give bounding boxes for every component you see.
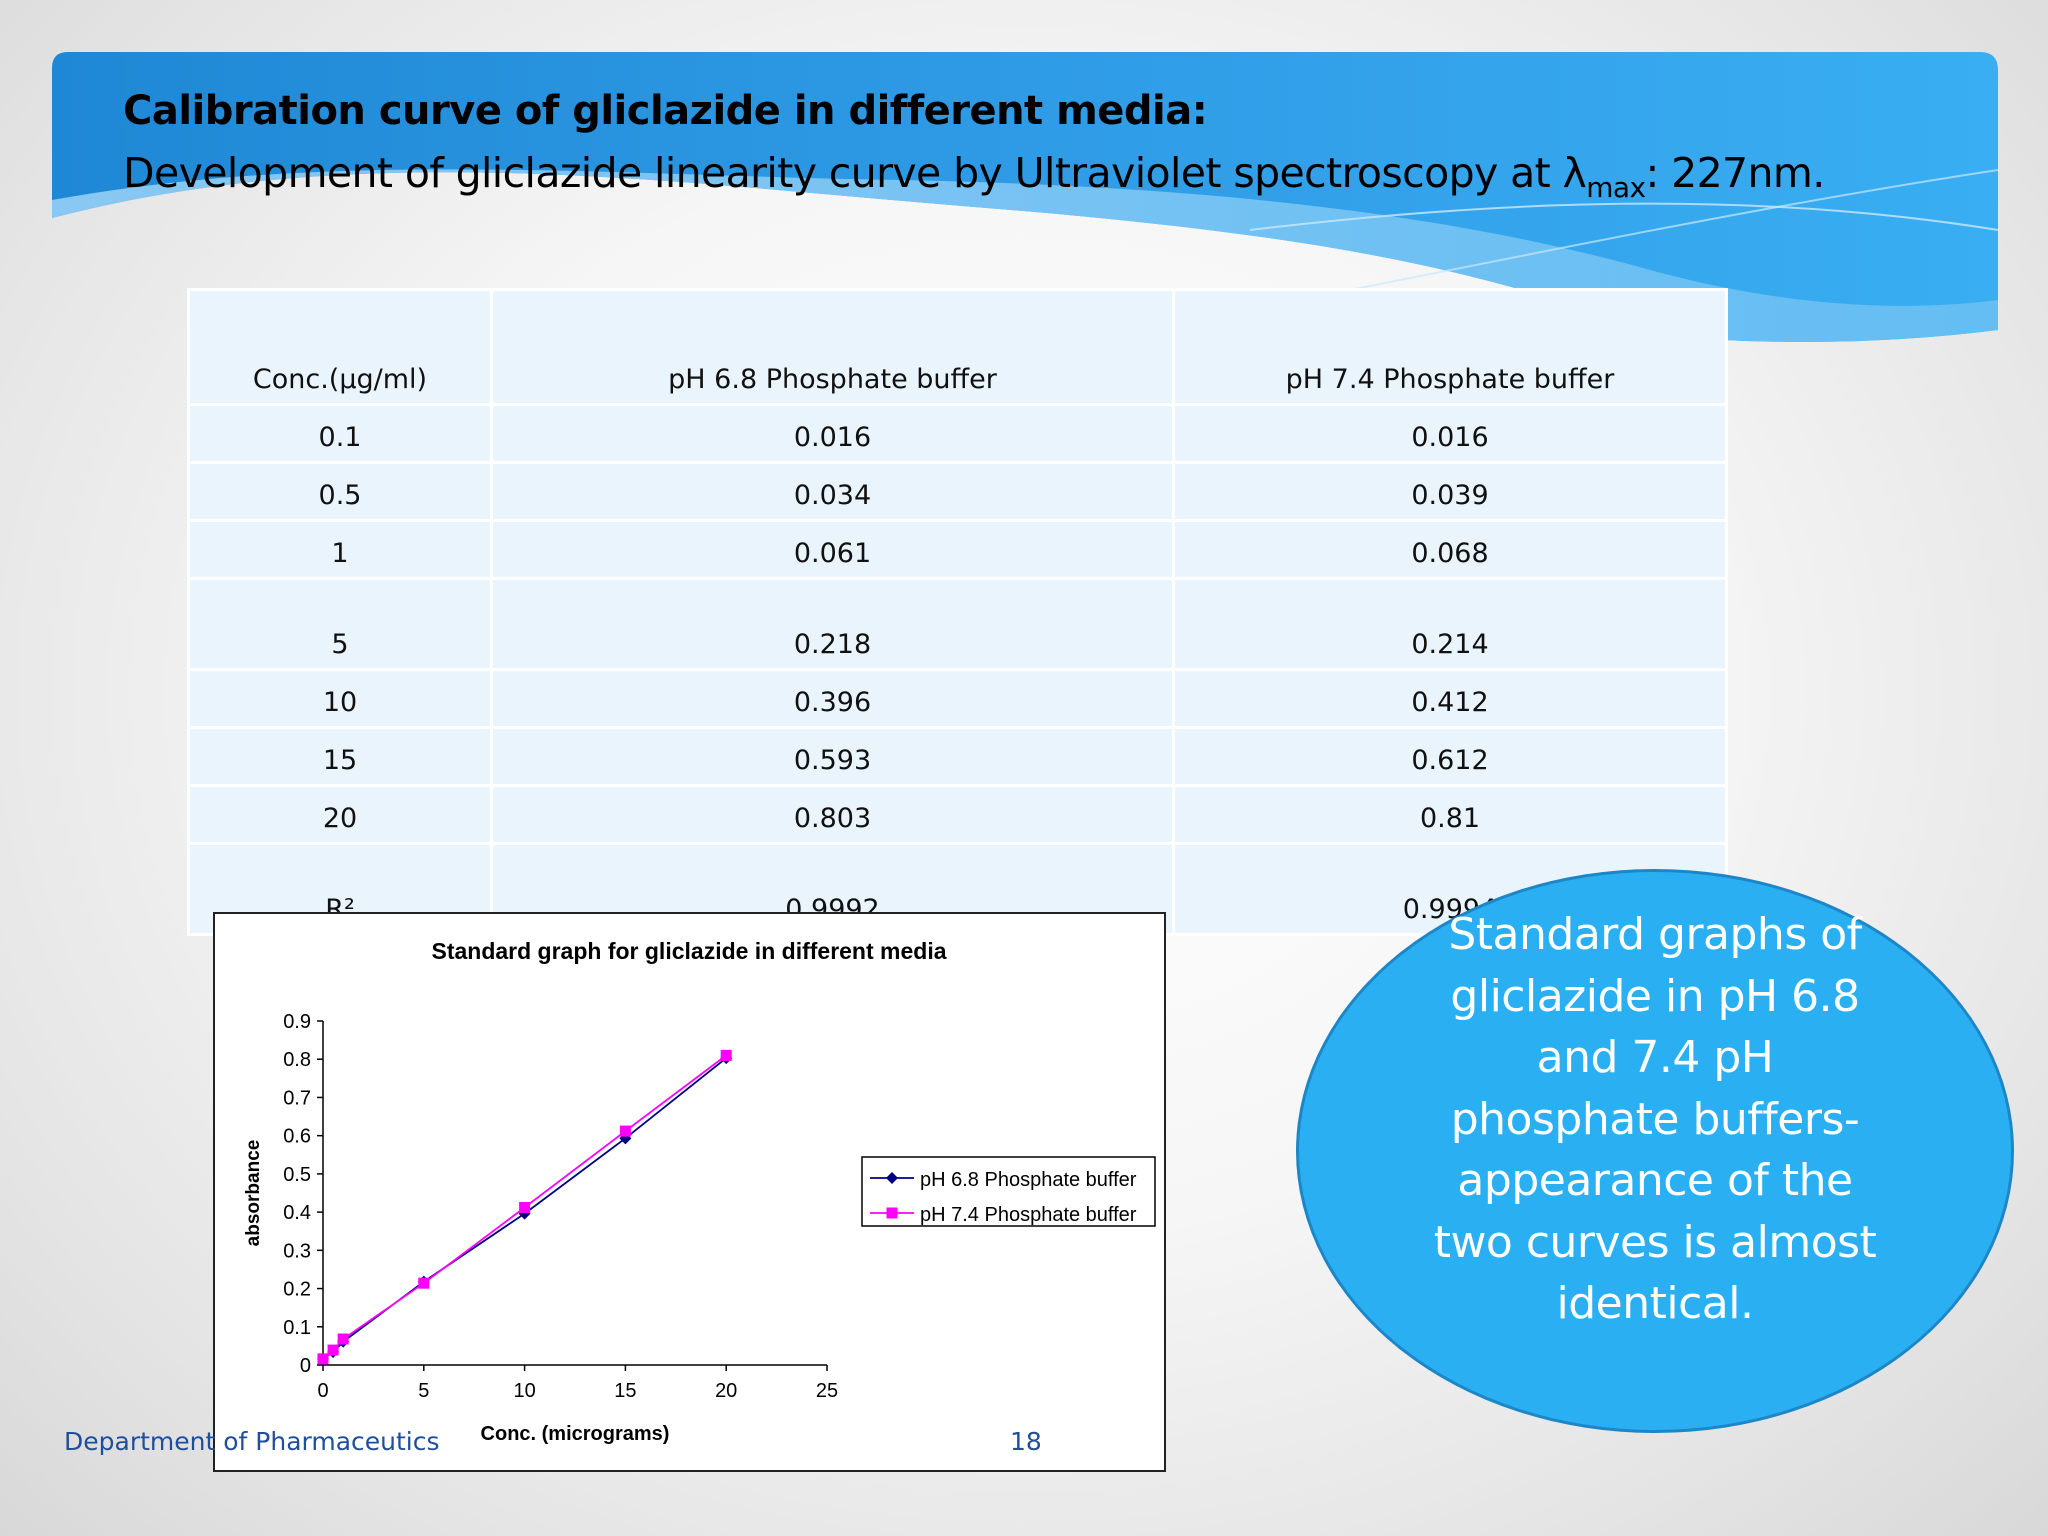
y-tick-label: 0.5	[283, 1164, 311, 1186]
y-tick-label: 0	[300, 1355, 311, 1377]
data-point	[519, 1202, 531, 1214]
chart-svg: Standard graph for gliclazide in differe…	[243, 938, 1156, 1445]
legend-label: pH 6.8 Phosphate buffer	[920, 1169, 1137, 1191]
y-tick-label: 0.1	[283, 1317, 311, 1339]
header-ph68: pH 6.8 Phosphate buffer	[490, 288, 1175, 406]
callout-bubble	[1296, 869, 2014, 1433]
table-row: 0.1 0.016 0.016	[187, 403, 1728, 464]
y-tick-label: 0.2	[283, 1279, 311, 1301]
data-point	[337, 1333, 349, 1345]
table-row: 5 0.218 0.214	[187, 577, 1728, 671]
table-row: 15 0.593 0.612	[187, 726, 1728, 787]
table-row: 0.5 0.034 0.039	[187, 461, 1728, 522]
footer-page-number: 18	[1010, 1427, 1042, 1456]
y-tick-label: 0.4	[283, 1202, 311, 1224]
data-point	[418, 1277, 430, 1289]
data-point	[327, 1344, 339, 1356]
x-tick-label: 10	[513, 1380, 535, 1402]
data-point	[720, 1049, 732, 1061]
slide-title-block: Calibration curve of gliclazide in diffe…	[123, 80, 2003, 219]
y-tick-label: 0.9	[283, 1011, 311, 1033]
data-point	[886, 1207, 898, 1219]
chart-title: Standard graph for gliclazide in differe…	[431, 938, 946, 964]
slide-title: Calibration curve of gliclazide in diffe…	[123, 88, 1208, 134]
y-tick-label: 0.3	[283, 1240, 311, 1262]
data-point	[886, 1172, 898, 1184]
table-row: 1 0.061 0.068	[187, 519, 1728, 580]
legend-label: pH 7.4 Phosphate buffer	[920, 1204, 1137, 1226]
y-axis-label: absorbance	[243, 1140, 264, 1247]
footer-department: Department of Pharmaceutics	[64, 1427, 440, 1456]
x-tick-label: 20	[715, 1380, 737, 1402]
slide-subtitle: Development of gliclazide linearity curv…	[123, 149, 1825, 204]
y-tick-label: 0.8	[283, 1049, 311, 1071]
header-conc: Conc.(µg/ml)	[187, 288, 493, 406]
x-tick-label: 25	[816, 1380, 838, 1402]
x-tick-label: 5	[418, 1380, 429, 1402]
y-tick-label: 0.7	[283, 1087, 311, 1109]
data-point	[619, 1125, 631, 1137]
calibration-table: Conc.(µg/ml) pH 6.8 Phosphate buffer pH …	[187, 288, 1728, 936]
table-header-row: Conc.(µg/ml) pH 6.8 Phosphate buffer pH …	[187, 288, 1728, 406]
table-row: 20 0.803 0.81	[187, 784, 1728, 845]
data-point	[317, 1353, 329, 1365]
x-axis-label: Conc. (micrograms)	[481, 1423, 670, 1445]
x-tick-label: 0	[317, 1380, 328, 1402]
header-banner	[52, 52, 1999, 342]
table-row: 10 0.396 0.412	[187, 668, 1728, 729]
standard-graph-chart: Standard graph for gliclazide in differe…	[213, 912, 1166, 1472]
chart-legend	[861, 1156, 1156, 1227]
y-tick-label: 0.6	[283, 1126, 311, 1148]
header-ph74: pH 7.4 Phosphate buffer	[1172, 288, 1728, 406]
x-tick-label: 15	[614, 1380, 636, 1402]
callout-text: Standard graphs of gliclazide in pH 6.8 …	[1433, 909, 1877, 1329]
